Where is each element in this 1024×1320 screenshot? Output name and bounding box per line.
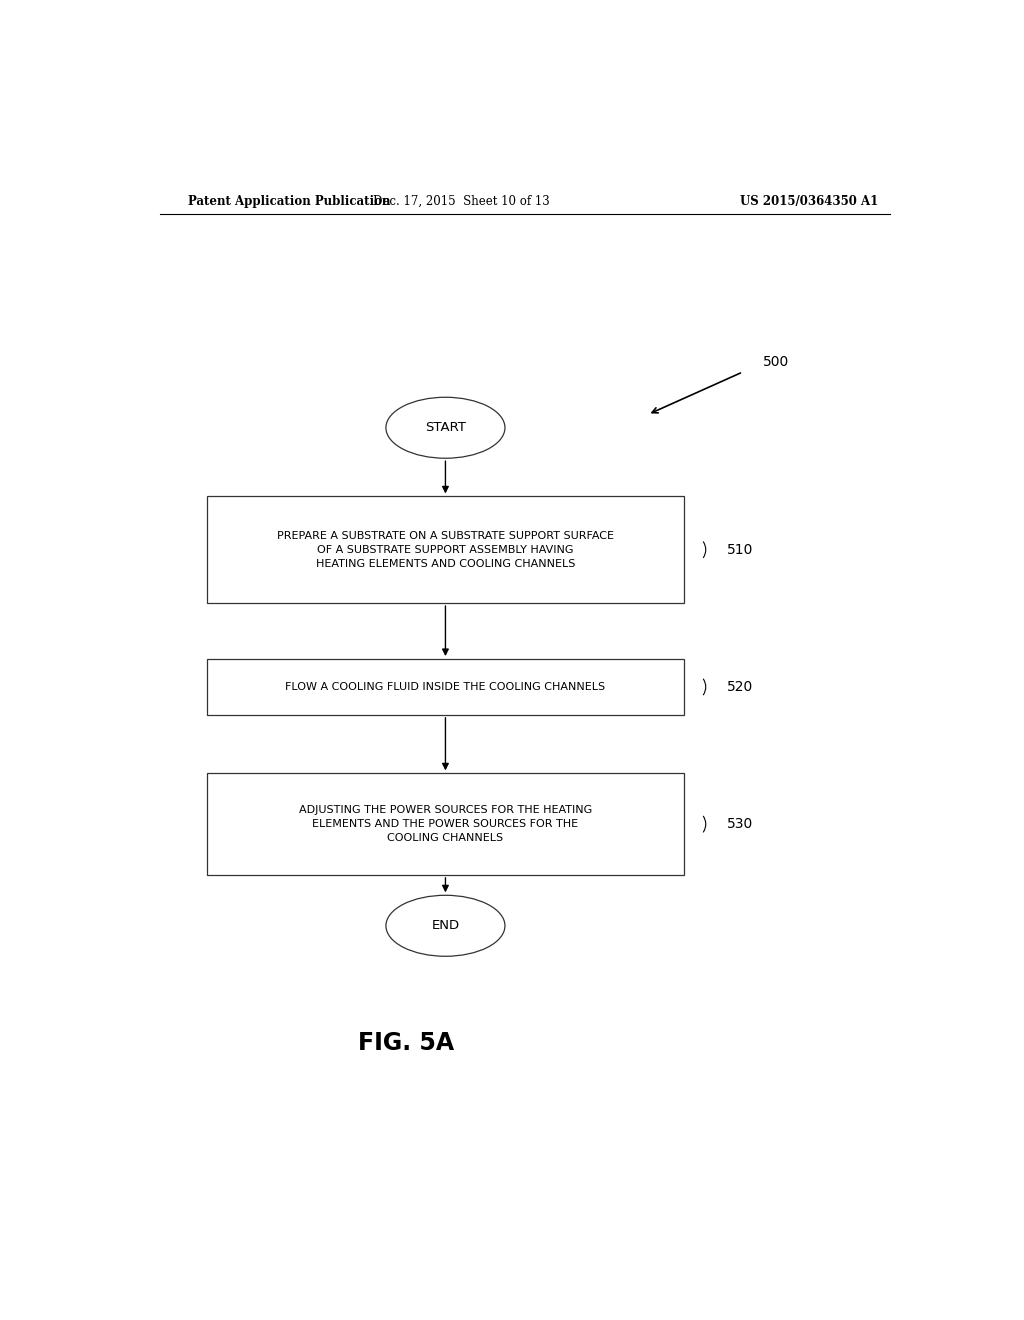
FancyBboxPatch shape xyxy=(207,659,684,715)
Text: START: START xyxy=(425,421,466,434)
Text: PREPARE A SUBSTRATE ON A SUBSTRATE SUPPORT SURFACE
OF A SUBSTRATE SUPPORT ASSEMB: PREPARE A SUBSTRATE ON A SUBSTRATE SUPPO… xyxy=(276,531,614,569)
Text: Patent Application Publication: Patent Application Publication xyxy=(187,194,390,207)
Ellipse shape xyxy=(386,397,505,458)
Text: FLOW A COOLING FLUID INSIDE THE COOLING CHANNELS: FLOW A COOLING FLUID INSIDE THE COOLING … xyxy=(286,682,605,692)
Ellipse shape xyxy=(386,895,505,956)
FancyBboxPatch shape xyxy=(207,496,684,603)
Text: 530: 530 xyxy=(727,817,754,832)
Text: US 2015/0364350 A1: US 2015/0364350 A1 xyxy=(739,194,878,207)
Text: Dec. 17, 2015  Sheet 10 of 13: Dec. 17, 2015 Sheet 10 of 13 xyxy=(373,194,550,207)
Text: 500: 500 xyxy=(763,355,790,368)
Text: 510: 510 xyxy=(727,543,754,557)
Text: END: END xyxy=(431,919,460,932)
Text: ADJUSTING THE POWER SOURCES FOR THE HEATING
ELEMENTS AND THE POWER SOURCES FOR T: ADJUSTING THE POWER SOURCES FOR THE HEAT… xyxy=(299,805,592,843)
Text: FIG. 5A: FIG. 5A xyxy=(357,1031,454,1055)
Text: 520: 520 xyxy=(727,680,754,694)
FancyBboxPatch shape xyxy=(207,774,684,875)
